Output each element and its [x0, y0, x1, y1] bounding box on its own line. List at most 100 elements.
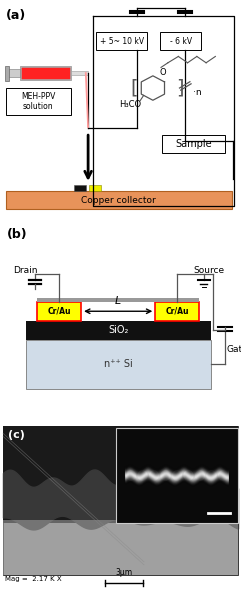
Circle shape: [165, 477, 166, 479]
Circle shape: [139, 471, 147, 479]
Bar: [6, 191, 232, 209]
Text: MEH-PPV
solution: MEH-PPV solution: [21, 92, 56, 111]
Text: - 6 kV: - 6 kV: [170, 37, 192, 46]
Circle shape: [198, 471, 202, 476]
Circle shape: [128, 471, 134, 478]
Circle shape: [152, 471, 156, 476]
Circle shape: [195, 471, 205, 480]
Circle shape: [187, 472, 190, 474]
Circle shape: [220, 474, 226, 480]
Circle shape: [176, 477, 178, 479]
Circle shape: [211, 477, 212, 479]
Circle shape: [220, 473, 226, 480]
Bar: [37, 302, 81, 321]
Text: Sample: Sample: [175, 139, 212, 149]
Text: (c): (c): [8, 431, 25, 441]
Circle shape: [149, 471, 159, 480]
Circle shape: [164, 471, 167, 476]
Circle shape: [142, 472, 143, 474]
Bar: [74, 185, 86, 191]
Text: (a): (a): [6, 9, 26, 22]
Circle shape: [176, 472, 178, 474]
Circle shape: [138, 471, 147, 480]
Circle shape: [127, 471, 135, 479]
Bar: [116, 428, 238, 522]
Text: ·n: ·n: [193, 88, 202, 97]
Circle shape: [163, 474, 168, 480]
Circle shape: [141, 476, 144, 479]
Circle shape: [207, 471, 216, 480]
Circle shape: [161, 471, 170, 480]
Circle shape: [176, 472, 178, 474]
Circle shape: [211, 472, 212, 474]
Circle shape: [197, 473, 203, 480]
Circle shape: [222, 477, 224, 479]
Circle shape: [187, 477, 189, 479]
Text: Gate: Gate: [227, 345, 241, 354]
Circle shape: [222, 472, 224, 474]
Circle shape: [141, 476, 144, 479]
Circle shape: [219, 472, 227, 480]
Circle shape: [174, 471, 180, 478]
Circle shape: [162, 471, 169, 478]
Circle shape: [185, 471, 193, 479]
Circle shape: [130, 472, 132, 474]
Circle shape: [197, 474, 203, 480]
Circle shape: [173, 472, 181, 480]
Circle shape: [127, 471, 135, 480]
Circle shape: [221, 476, 225, 479]
Text: H₃CO: H₃CO: [119, 100, 141, 109]
Circle shape: [130, 477, 132, 479]
Circle shape: [128, 473, 134, 480]
Circle shape: [128, 474, 134, 480]
Bar: [96, 32, 147, 50]
Circle shape: [127, 471, 135, 480]
Circle shape: [199, 472, 201, 474]
Circle shape: [141, 471, 144, 476]
Circle shape: [165, 472, 166, 474]
Circle shape: [175, 471, 179, 476]
Circle shape: [164, 472, 167, 474]
Circle shape: [184, 471, 193, 480]
Circle shape: [219, 471, 227, 479]
Bar: [3, 426, 238, 522]
Circle shape: [139, 471, 146, 478]
Bar: [26, 340, 211, 388]
Text: n⁺⁺ Si: n⁺⁺ Si: [104, 359, 133, 369]
Text: 3μm: 3μm: [115, 568, 133, 577]
Circle shape: [208, 473, 215, 480]
Text: O: O: [160, 68, 167, 76]
Circle shape: [209, 471, 214, 477]
Circle shape: [184, 471, 193, 480]
Circle shape: [197, 471, 203, 478]
Text: Cr/Au: Cr/Au: [47, 307, 71, 315]
Circle shape: [197, 471, 203, 477]
Bar: [89, 185, 101, 191]
Circle shape: [139, 472, 147, 480]
Circle shape: [187, 472, 189, 474]
Circle shape: [198, 476, 202, 479]
Circle shape: [150, 471, 158, 479]
Circle shape: [173, 471, 181, 479]
Circle shape: [142, 477, 143, 479]
Text: Cr/Au: Cr/Au: [165, 307, 189, 315]
Circle shape: [209, 474, 214, 480]
Circle shape: [150, 472, 158, 480]
Circle shape: [222, 476, 224, 479]
Circle shape: [138, 471, 147, 480]
Circle shape: [220, 471, 226, 477]
Circle shape: [208, 471, 215, 479]
Circle shape: [187, 471, 190, 476]
Circle shape: [199, 472, 201, 474]
Circle shape: [174, 473, 180, 480]
Text: (b): (b): [7, 228, 28, 241]
Circle shape: [207, 471, 216, 480]
Circle shape: [219, 471, 228, 480]
Bar: [71, 71, 88, 75]
Circle shape: [219, 471, 227, 480]
Bar: [162, 135, 225, 153]
Text: Source: Source: [193, 266, 225, 275]
Circle shape: [186, 474, 191, 480]
Circle shape: [196, 472, 204, 480]
Bar: [37, 298, 199, 302]
